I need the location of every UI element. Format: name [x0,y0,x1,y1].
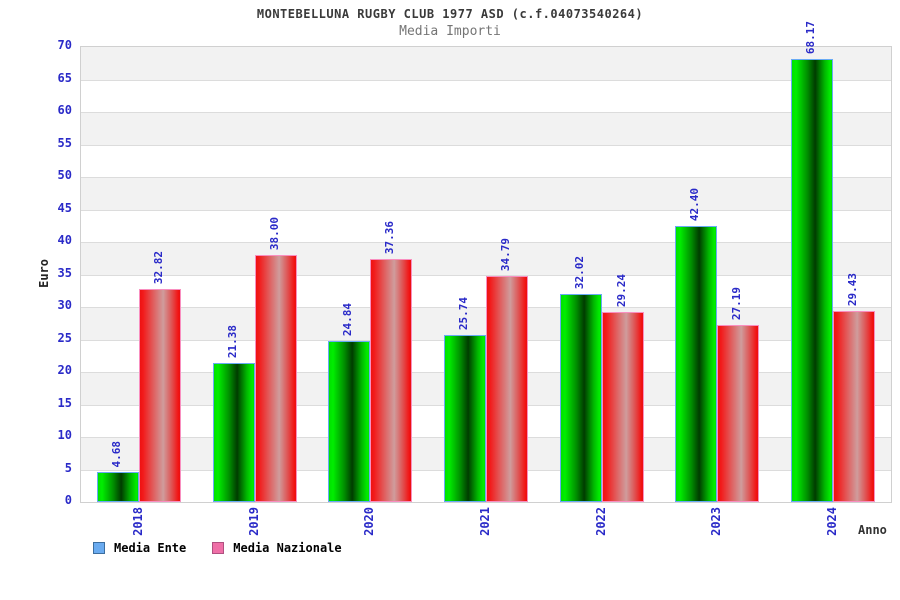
bar-green-2024[interactable] [791,59,834,502]
bar-value-label: 32.82 [151,250,165,284]
legend-item-media-ente[interactable]: Media Ente [93,541,186,555]
bar-value-label: 4.68 [109,440,123,468]
legend-label: Media Ente [114,541,187,555]
bar-value-label: 32.02 [572,255,586,289]
bar-value-label: 37.36 [383,220,397,254]
bar-value-label: 29.43 [846,272,860,306]
bar-red-2022[interactable] [601,312,644,502]
bar-value-label: 34.79 [499,237,512,271]
plot-band [81,177,891,210]
x-axis-title: Anno [858,523,887,537]
y-tick-label: 30 [57,298,72,312]
legend-swatch-icon [212,542,225,554]
bar-red-2018[interactable] [138,289,181,502]
bar-value-label: 24.84 [341,302,355,336]
y-tick-label: 40 [57,233,72,247]
plot-band [81,112,891,145]
bar-green-2023[interactable] [675,226,718,502]
x-tick-label-2018: 2018 [130,507,145,536]
chart-subtitle: Media Importi [399,24,501,39]
y-tick-label: 70 [57,38,72,52]
y-tick-label: 50 [57,168,72,182]
bar-red-2023[interactable] [717,325,760,502]
bar-value-label: 29.24 [614,273,628,307]
bar-green-2019[interactable] [212,363,255,502]
x-tick-label-2024: 2024 [825,507,840,536]
y-tick-label: 45 [57,200,72,215]
y-tick-label: 0 [64,493,72,507]
plot-band [81,242,891,275]
y-tick-label: 5 [64,460,72,475]
y-tick-label: 60 [57,103,72,117]
gridline [81,274,891,276]
bar-red-2019[interactable] [254,255,297,502]
legend-swatch-icon [93,542,105,554]
x-tick-label-2020: 2020 [362,507,377,536]
bar-red-2021[interactable] [486,276,528,502]
legend-label: Media Nazionale [233,541,342,555]
plot-band [81,144,891,177]
bar-green-2021[interactable] [444,335,486,502]
bar-green-2018[interactable] [96,472,139,502]
bar-value-label: 68.17 [804,20,818,54]
plot-band [81,47,891,80]
plot-band [81,79,891,112]
bar-red-2020[interactable] [370,259,413,502]
bar-green-2020[interactable] [328,341,371,502]
y-tick-label: 20 [57,363,72,377]
gridline [81,177,891,178]
legend-item-media-nazionale[interactable]: Media Nazionale [212,541,342,555]
x-tick-label-2019: 2019 [246,507,261,536]
y-tick-label: 55 [57,135,72,150]
bar-value-label: 25.74 [457,296,470,330]
bar-green-2022[interactable] [559,294,602,502]
bar-value-label: 21.38 [225,324,239,358]
gridline [81,112,891,113]
bar-value-label: 42.40 [688,187,702,221]
x-tick-label-2023: 2023 [709,507,724,536]
y-tick-label: 10 [57,428,72,442]
y-tick-label: 15 [57,395,72,410]
bar-value-label: 27.19 [730,286,744,320]
y-tick-label: 25 [57,330,72,345]
bar-value-label: 38.00 [267,216,281,250]
x-tick-label-2021: 2021 [478,507,492,536]
bar-red-2024[interactable] [833,311,876,502]
gridline [81,144,891,146]
plot-band [81,209,891,242]
gridline [81,79,891,81]
gridline [81,209,891,211]
plot-area [80,46,892,503]
gridline [81,242,891,243]
x-tick-label-2022: 2022 [593,507,608,536]
y-tick-label: 65 [57,70,72,85]
chart-title: MONTEBELLUNA RUGBY CLUB 1977 ASD (c.f.04… [256,7,644,21]
legend: Media Ente Media Nazionale [93,541,342,555]
y-tick-label: 35 [57,265,72,280]
